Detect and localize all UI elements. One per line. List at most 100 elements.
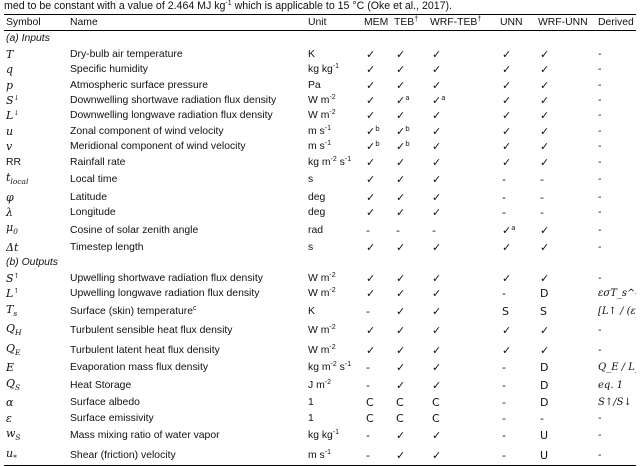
unn-value: ✓ [502, 140, 512, 154]
unit-cell: s [306, 170, 362, 190]
name-cell: Meridional component of wind velocity [68, 139, 306, 154]
table-row: λ Longitude deg ✓ ✓ ✓ - - - [4, 205, 636, 220]
unit-text: W m [308, 325, 330, 337]
name-cell: Dry-bulb air temperature [68, 47, 306, 62]
header-wrf-teb-label: WRF-TEB [430, 17, 478, 28]
name-cell: Turbulent latent heat flux density [68, 341, 306, 361]
name-cell: Local time [68, 170, 306, 190]
teb-cell: ✓ [392, 47, 428, 62]
wrf-unn-cell: ✓ [536, 47, 596, 62]
mem-value: - [366, 304, 370, 318]
symbol-text: Δt [6, 241, 19, 255]
header-derived: Derived as [598, 17, 636, 28]
teb-note: b [405, 124, 410, 133]
derived-cell: - [596, 240, 636, 255]
derived-text: - [598, 141, 602, 153]
derived-cell: - [596, 139, 636, 154]
teb-cell: ✓ [392, 62, 428, 77]
mem-cell: C [362, 411, 392, 426]
derived-cell: - [596, 411, 636, 426]
unit-cell: Pa [306, 78, 362, 93]
variables-table: Symbol Name Unit MEM TEB† WRF-TEB† UNN W… [4, 14, 636, 466]
name-text: Specific humidity [70, 64, 148, 76]
unit-superscript: -1 [324, 140, 331, 148]
teb-cell: ✓a [392, 93, 428, 108]
symbol-text: q [6, 63, 14, 77]
symbol-subscript: E [15, 348, 21, 358]
section-outputs: (b) Outputs S↑ Upwelling shortwave radiat… [4, 255, 636, 466]
symbol-text: RR [6, 156, 22, 168]
mem-cell: ✓ [362, 93, 392, 108]
symbol-cell: p [4, 78, 68, 93]
name-text: Surface albedo [70, 397, 140, 409]
derived-text: - [598, 325, 602, 337]
wrf-teb-value: ✓ [432, 78, 442, 92]
symbol-cell: v [4, 139, 68, 154]
teb-value: ✓ [396, 378, 406, 392]
teb-value: ✓ [396, 155, 406, 169]
name-cell: Upwelling shortwave radiation flux densi… [68, 271, 306, 286]
teb-cell: ✓ [392, 155, 428, 170]
symbol-cell: tlocal [4, 170, 68, 190]
table-row: wS Mass mixing ratio of water vapor kg kg-… [4, 426, 636, 446]
unit-text: kg kg [308, 64, 333, 76]
wrf-teb-value: ✓ [432, 47, 442, 61]
name-text: Rainfall rate [70, 156, 126, 168]
wrf-teb-cell: C [428, 411, 498, 426]
teb-value: ✓ [396, 343, 406, 357]
wrf-unn-value: ✓ [540, 241, 550, 255]
symbol-superscript: ↓ [13, 94, 20, 103]
symbol-text: w [6, 427, 16, 441]
symbol-subscript: S [15, 383, 21, 393]
unit-cell: K [306, 47, 362, 62]
derived-text: - [598, 412, 602, 424]
unit-text: W m [308, 110, 330, 122]
unit-text: W m [308, 344, 330, 356]
wrf-teb-value: ✓ [432, 109, 442, 123]
unit-text: J m [308, 379, 325, 391]
mem-cell: - [362, 302, 392, 322]
mem-cell: ✓ [362, 170, 392, 190]
table-row: T Dry-bulb air temperature K ✓ ✓ ✓ ✓ ✓ - [4, 47, 636, 62]
name-text: Longitude [70, 207, 116, 219]
unit-text: m s [308, 125, 325, 137]
name-cell: Downwelling shortwave radiation flux den… [68, 93, 306, 108]
name-cell: Surface (skin) temperaturec [68, 302, 306, 322]
mem-value: ✓ [366, 241, 376, 255]
teb-cell: ✓b [392, 139, 428, 154]
wrf-teb-cell: ✓ [428, 376, 498, 396]
section-inputs: (a) Inputs T Dry-bulb air temperature K ✓ ✓ ✓… [4, 31, 636, 256]
teb-value: ✓ [396, 140, 406, 154]
wrf-unn-cell: S [536, 302, 596, 322]
wrf-unn-value: U [540, 448, 549, 462]
name-cell: Evaporation mass flux density [68, 360, 306, 375]
derived-cell: - [596, 47, 636, 62]
wrf-unn-cell: ✓ [536, 220, 596, 240]
derived-cell: εσT_s^4 [596, 286, 636, 301]
table-row: Δt Timestep length s ✓ ✓ ✓ ✓ ✓ - [4, 240, 636, 255]
unit-text: kg kg [308, 430, 333, 442]
name-text: Downwelling longwave radiation flux dens… [70, 110, 273, 122]
teb-value: ✓ [396, 304, 406, 318]
wrf-unn-cell: ✓ [536, 240, 596, 255]
teb-value: ✓ [396, 361, 406, 375]
wrf-unn-cell: D [536, 286, 596, 301]
section-title: (b) Outputs [6, 257, 58, 269]
teb-value: ✓ [396, 173, 406, 187]
unit-cell: W m-2 [306, 341, 362, 361]
unn-cell: - [498, 190, 536, 205]
header-unit: Unit [308, 17, 327, 28]
derived-cell: - [596, 170, 636, 190]
header-wrf-teb-sup: † [477, 16, 482, 23]
mem-value: ✓ [366, 324, 376, 338]
name-text: Zonal component of wind velocity [70, 125, 224, 137]
unn-value: - [502, 287, 506, 301]
unn-cell: ✓ [498, 240, 536, 255]
name-text: Cosine of solar zenith angle [70, 224, 199, 236]
name-text: Dry-bulb air temperature [70, 48, 183, 60]
mem-cell: C [362, 395, 392, 410]
derived-cell: - [596, 446, 636, 466]
symbol-text: t [6, 171, 11, 185]
header-teb-label: TEB [394, 17, 415, 28]
teb-cell: ✓ [392, 205, 428, 220]
